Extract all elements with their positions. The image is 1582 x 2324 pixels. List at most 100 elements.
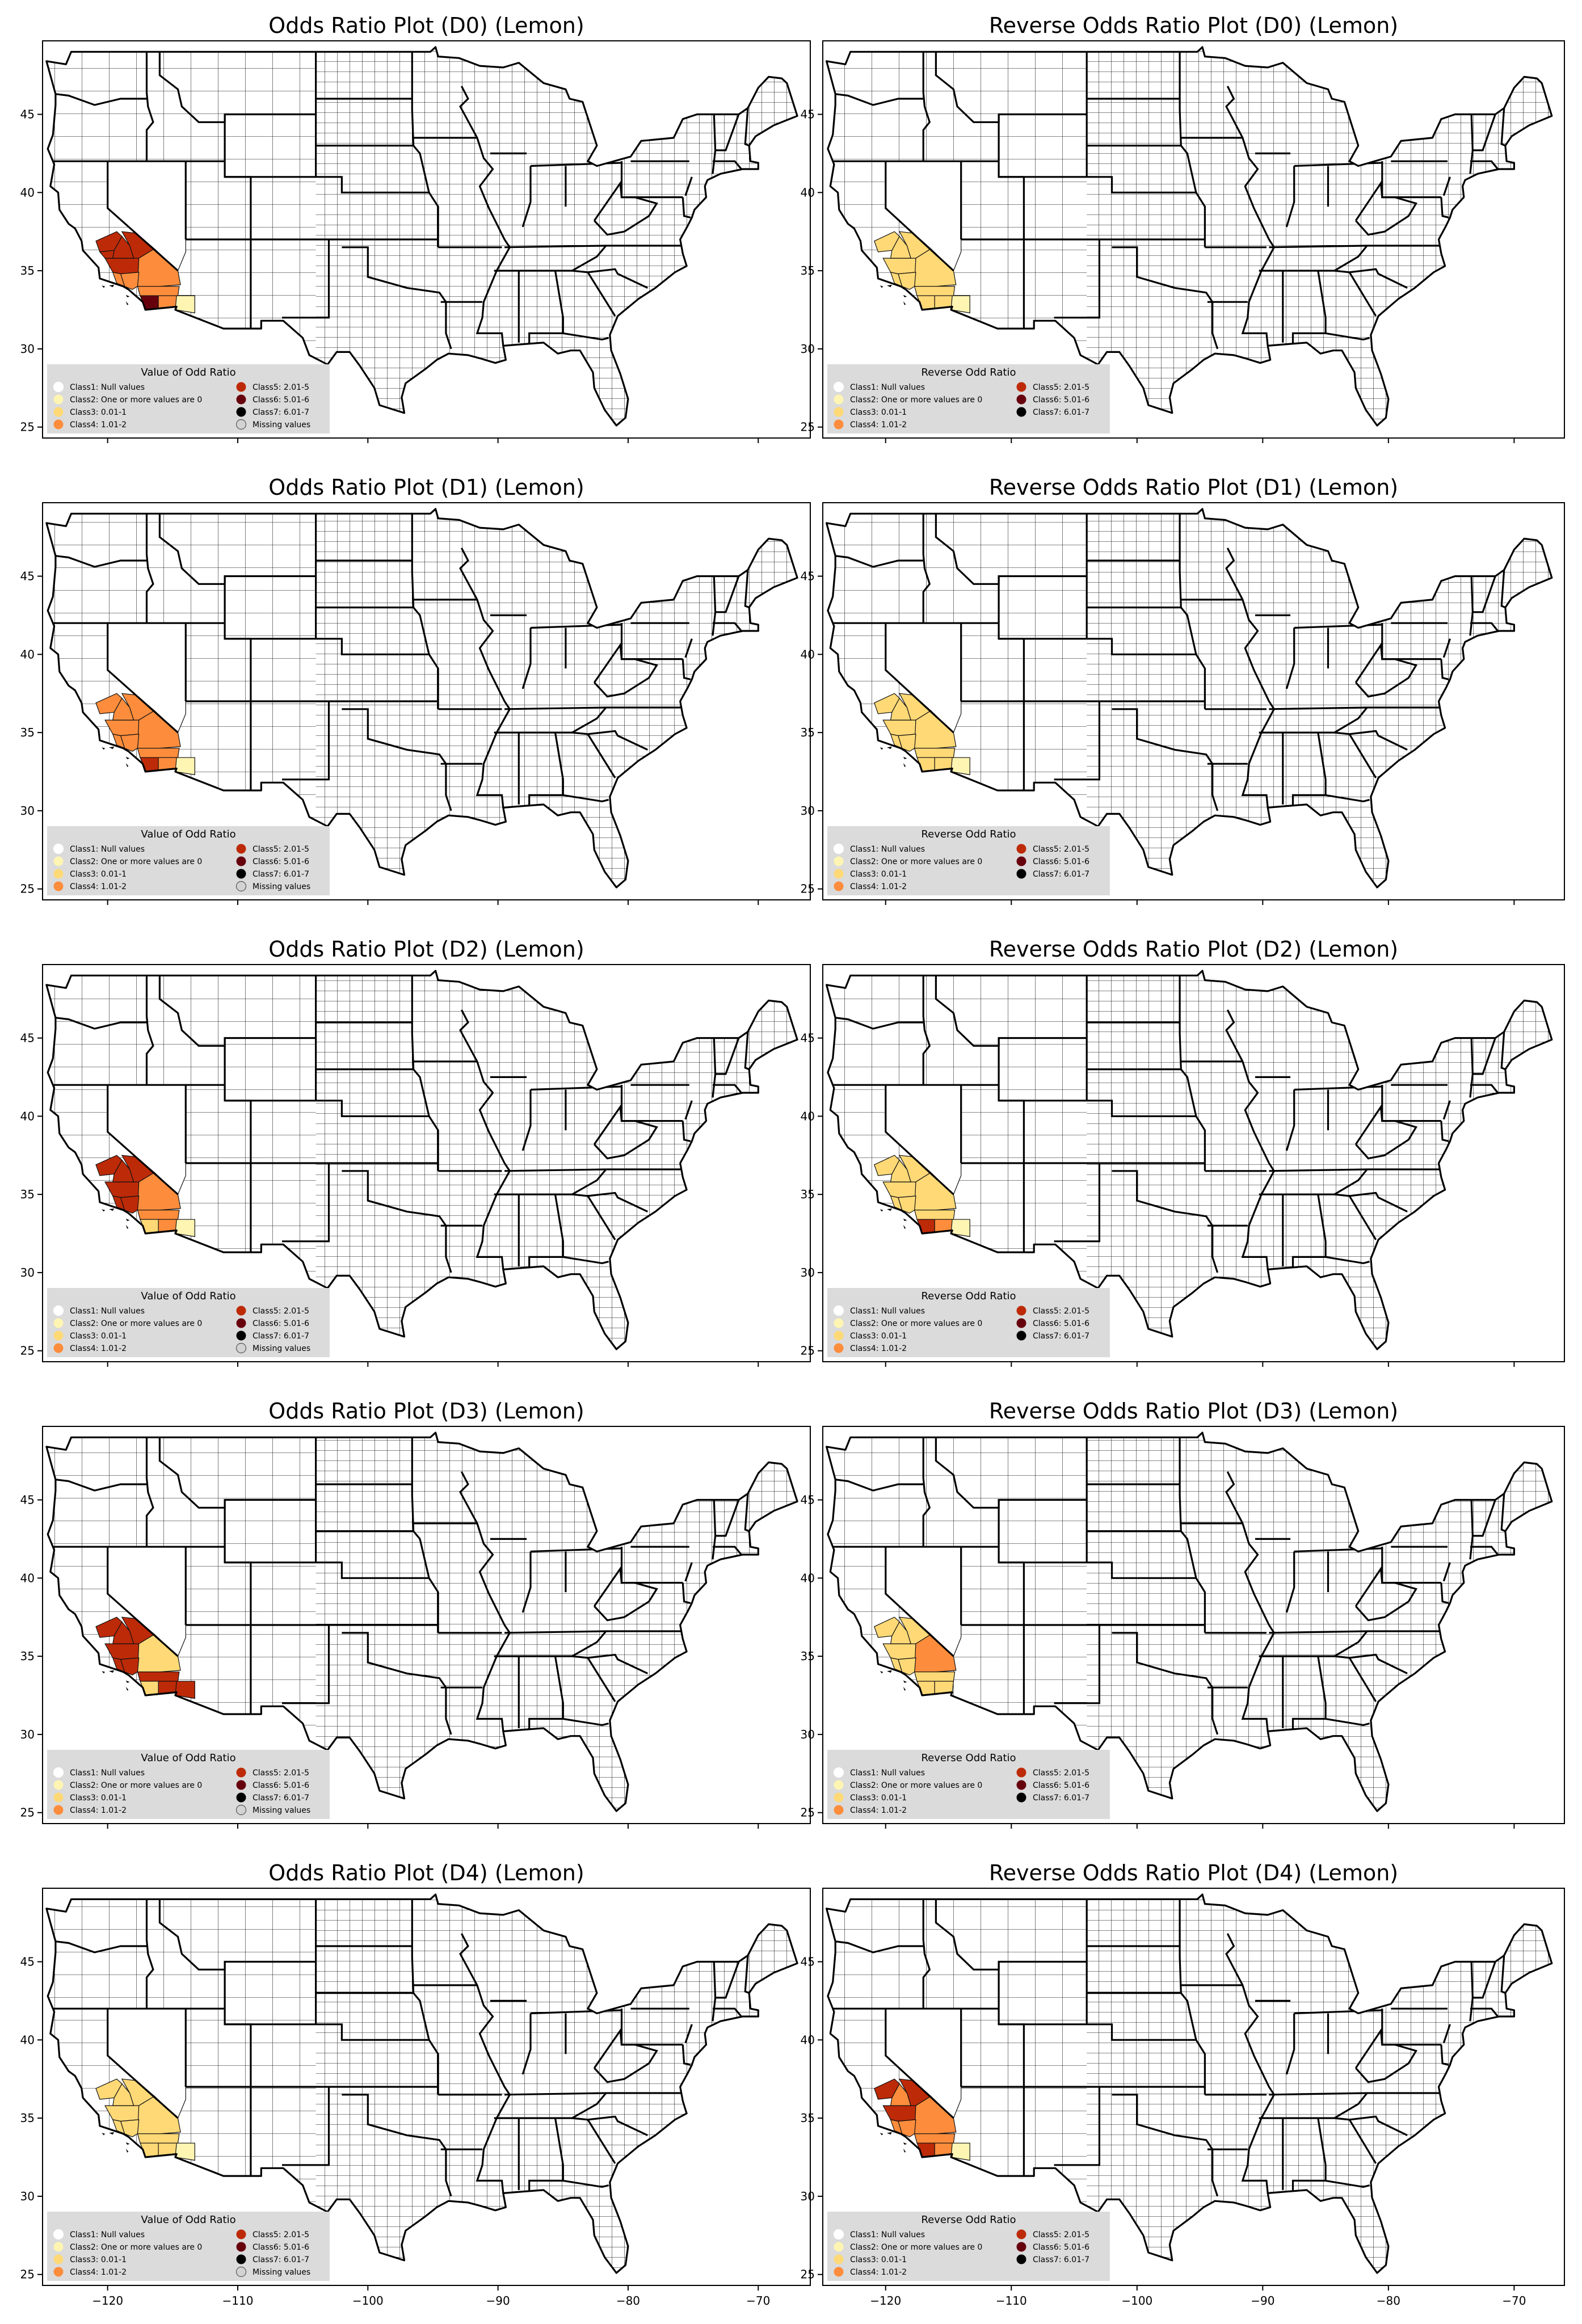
y-tick-label: 35 [20,1188,35,1201]
legend-label: Class7: 6.01-7 [1033,408,1089,417]
y-tick-label: 30 [20,1728,35,1741]
y-tick-label: 40 [20,647,35,661]
y-tick-label: 45 [801,1493,815,1507]
island [880,285,883,288]
legend-marker [1016,1306,1026,1316]
state-boundary [835,1940,925,1953]
legend: Reverse Odd Ratio Class1: Null values Clas… [827,1288,1110,1357]
state-boundary [1472,113,1496,151]
state-boundary [107,1085,179,1195]
state-boundary [572,1653,648,1674]
x-tick-label: −120 [92,2294,123,2308]
legend-label: Class3: 0.01-1 [850,870,907,879]
state-boundary [55,93,148,106]
state-boundary [593,180,658,236]
state-boundary [459,86,511,346]
legend-marker [235,1342,247,1354]
legend-label: Class2: One or more values are 0 [70,1319,202,1328]
state-boundary [1054,239,1101,319]
legend-marker [53,2242,64,2252]
x-tick-label: −70 [1502,2294,1526,2308]
legend-marker [1016,2229,1026,2239]
legend-label: Class4: 1.01-2 [70,1806,127,1815]
legend-box [827,1288,1110,1357]
legend-box [47,1750,330,1819]
y-tick-label: 30 [20,1266,35,1279]
island [109,2132,115,2135]
state-boundary [1472,575,1496,613]
x-tick-label: −80 [1377,2294,1400,2308]
panel-title: Reverse Odds Ratio Plot (D4) (Lemon) [989,1860,1398,1885]
island [903,2148,906,2153]
legend: Value of Odd Ratio Class1: Null values Cla… [47,1288,330,1357]
y-tick-label: 25 [801,420,815,434]
county-kings [99,250,115,259]
legend-marker [834,856,844,866]
legend-marker [53,2267,64,2277]
state-boundary [1179,1899,1206,2095]
county-riverside [137,2133,180,2144]
legend-marker [834,2242,844,2252]
state-boundary [342,2094,452,2197]
legend-marker [53,869,64,879]
axes-frame [822,1888,1565,2286]
state-boundary [55,1017,148,1030]
legend-marker [834,1780,844,1790]
island [125,1680,130,1683]
state-boundary [1442,176,1451,196]
us-outline [45,508,798,889]
legend-marker [833,1767,844,1778]
x-tick-label: −120 [870,2294,901,2308]
state-boundary [593,2028,658,2083]
legend-marker [235,2266,247,2277]
state-boundary [1472,1961,1496,1999]
legend-marker [236,869,246,879]
legend-label: Class1: Null values [850,383,925,392]
legend-marker [53,1805,64,1815]
legend-label: Class3: 0.01-1 [70,408,127,417]
state-boundary [55,1479,148,1492]
y-tick-label: 40 [801,2033,815,2047]
legend-label: Class1: Null values [70,2230,145,2239]
legend-label: Class2: One or more values are 0 [70,2243,202,2252]
map-panel: Reverse Odds Ratio Plot (D2) (Lemon) 25 30… [801,937,1565,1367]
state-boundary [885,1085,954,1195]
county-yuma [175,757,195,776]
state-boundary [1354,642,1418,698]
island [125,2148,129,2153]
state-boundary [342,246,452,350]
state-boundary [1054,1625,1101,1704]
county-fresno [95,693,123,714]
legend-marker [53,1767,64,1778]
legend-marker [53,419,64,430]
legend-title: Reverse Odd Ratio [921,367,1016,378]
state-boundary [587,734,616,778]
state-boundary [1334,2115,1408,2136]
legend-label: Class7: 6.01-7 [1033,1332,1089,1341]
legend-marker [834,881,844,891]
legend-marker [1016,1792,1026,1803]
island [887,284,892,288]
state-boundary [835,1017,925,1030]
county-riverside [137,748,180,758]
y-tick-label: 45 [20,570,35,583]
state-boundary [1285,2013,1295,2075]
state-boundary [1112,708,1219,811]
state-boundary [521,628,532,689]
legend-label: Class3: 0.01-1 [70,1332,127,1341]
legend-marker [834,2267,844,2277]
legend-marker [1016,2242,1026,2252]
x-tick-label: −110 [222,2294,254,2308]
county-fresno [874,231,900,252]
y-tick-label: 40 [20,1109,35,1123]
legend-label: Class7: 6.01-7 [253,870,309,879]
state-boundary [922,1899,931,2009]
y-tick-label: 35 [20,2111,35,2125]
state-boundary [1285,1551,1295,1613]
legend-label: Class1: Null values [850,845,925,854]
legend-label: Class1: Null values [70,1769,145,1778]
legend-marker [53,2254,64,2264]
state-boundary [1470,1546,1499,1556]
island [125,763,129,767]
